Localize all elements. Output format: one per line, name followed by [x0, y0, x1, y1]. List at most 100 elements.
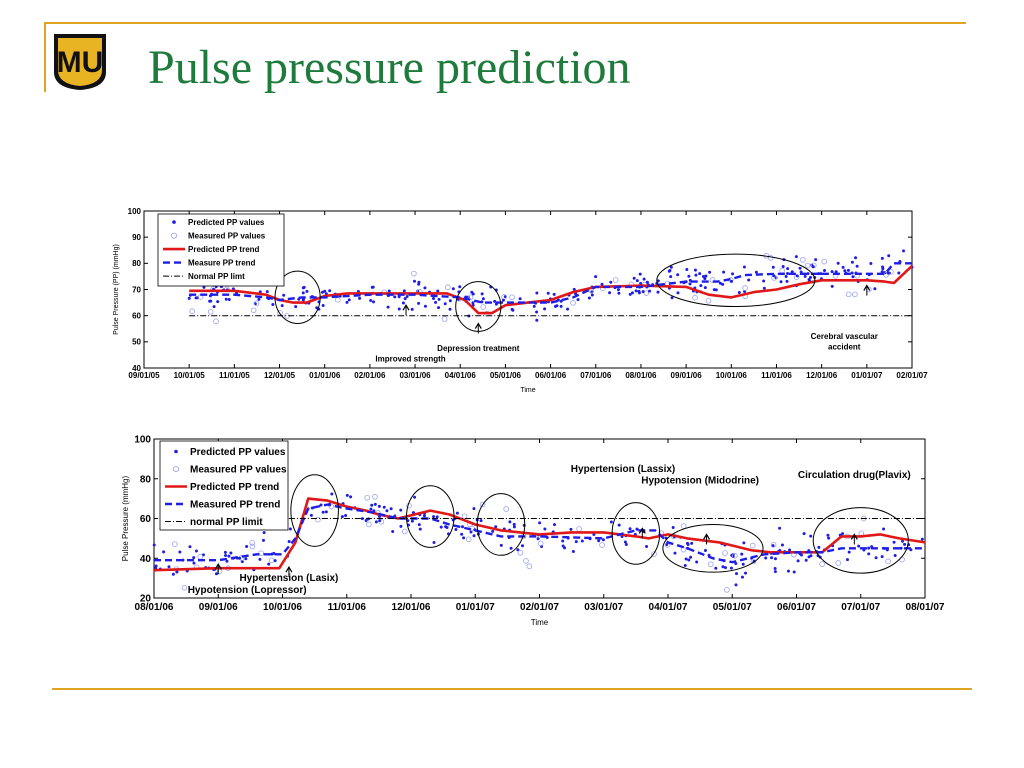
- predicted-point: [786, 271, 790, 275]
- predicted-point: [881, 265, 885, 269]
- predicted-point: [722, 270, 726, 274]
- predicted-point: [637, 289, 641, 293]
- predicted-point: [187, 296, 191, 300]
- predicted-point: [501, 298, 505, 302]
- predicted-point: [324, 510, 328, 514]
- legend-label: Measured PP values: [190, 465, 287, 476]
- predicted-point: [695, 560, 699, 564]
- legend-label: Measured PP values: [188, 231, 266, 240]
- predicted-point: [814, 258, 818, 262]
- predicted-point: [458, 285, 462, 289]
- predicted-point: [855, 264, 859, 268]
- predicted-point: [369, 299, 373, 303]
- x-tick-label: 02/01/07: [896, 371, 928, 380]
- predicted-point: [374, 520, 378, 524]
- predicted-point: [740, 552, 744, 556]
- legend-label: Normal PP limt: [188, 272, 245, 281]
- x-tick-label: 03/01/07: [584, 602, 623, 613]
- y-tick-label: 100: [134, 435, 151, 446]
- highlight-ellipse: [290, 474, 339, 547]
- predicted-point: [378, 519, 382, 523]
- predicted-point: [397, 295, 401, 299]
- predicted-point: [391, 529, 395, 533]
- predicted-point: [826, 533, 830, 537]
- predicted-point: [836, 261, 840, 265]
- annotation-arrowhead: [285, 566, 293, 573]
- predicted-point: [845, 558, 849, 562]
- predicted-point: [373, 502, 377, 506]
- predicted-point: [413, 495, 417, 499]
- predicted-point: [597, 539, 601, 543]
- measured-point: [249, 540, 256, 546]
- measured-point: [207, 309, 214, 315]
- measured-point: [643, 290, 650, 296]
- predicted-point: [694, 273, 698, 277]
- predicted-point: [790, 270, 794, 274]
- predicted-point: [364, 519, 368, 523]
- measured-point: [509, 294, 515, 301]
- predicted-point: [737, 290, 741, 294]
- y-tick-label: 40: [132, 364, 141, 373]
- measured-point: [197, 553, 203, 560]
- predicted-point: [561, 539, 565, 543]
- measured-point: [835, 560, 842, 566]
- predicted-point: [330, 492, 334, 496]
- predicted-point: [703, 548, 707, 552]
- predicted-point: [214, 572, 218, 576]
- measured-point: [768, 255, 774, 261]
- predicted-point: [843, 269, 847, 273]
- predicted-point: [703, 286, 707, 290]
- predicted-point: [401, 301, 405, 305]
- measured-point: [779, 267, 786, 274]
- measured-point: [852, 291, 858, 298]
- predicted-point: [676, 291, 680, 295]
- predicted-point: [803, 274, 807, 278]
- measured-point: [845, 291, 852, 298]
- measured-point: [250, 307, 257, 314]
- predicted-point: [208, 294, 212, 298]
- predicted-point: [671, 526, 675, 530]
- predicted-point: [479, 519, 483, 523]
- predicted-point: [670, 296, 674, 300]
- predicted-point: [656, 279, 660, 283]
- predicted-point: [224, 553, 228, 557]
- predicted-point: [731, 272, 735, 276]
- predicted-point: [642, 277, 646, 281]
- predicted-point: [536, 537, 540, 541]
- predicted-point: [850, 260, 854, 264]
- predicted-point: [854, 256, 858, 260]
- predicted-point: [397, 307, 401, 311]
- measured-point: [523, 558, 529, 564]
- predicted-point: [847, 550, 851, 554]
- predicted-point: [282, 293, 286, 297]
- predicted-point: [778, 526, 782, 530]
- predicted-point: [794, 255, 798, 259]
- predicted-point: [437, 306, 441, 310]
- measured-point: [749, 542, 756, 549]
- predicted-point: [294, 305, 298, 309]
- predicted-point: [192, 556, 196, 560]
- predicted-point: [238, 556, 242, 560]
- x-tick-label: 06/01/06: [535, 371, 567, 380]
- highlight-ellipse: [274, 270, 321, 325]
- predicted-point: [902, 249, 906, 253]
- predicted-point: [576, 298, 580, 302]
- predicted-point: [798, 266, 802, 270]
- predicted-point: [673, 551, 677, 555]
- x-tick-label: 12/01/06: [806, 371, 838, 380]
- predicted-point: [792, 570, 796, 574]
- predicted-point: [689, 555, 693, 559]
- predicted-point: [258, 557, 262, 561]
- measured-point: [315, 516, 321, 523]
- predicted-point: [423, 286, 427, 290]
- predicted-point: [635, 279, 639, 283]
- left-accent-rule: [44, 22, 46, 92]
- predicted-point: [543, 527, 547, 531]
- measured-point: [804, 262, 811, 269]
- predicted-point: [781, 264, 785, 268]
- predicted-point: [811, 265, 815, 269]
- legend-label: Predicted PP values: [190, 447, 286, 458]
- predicted-point: [516, 548, 520, 552]
- predicted-point: [630, 291, 634, 295]
- predicted-point: [608, 291, 612, 295]
